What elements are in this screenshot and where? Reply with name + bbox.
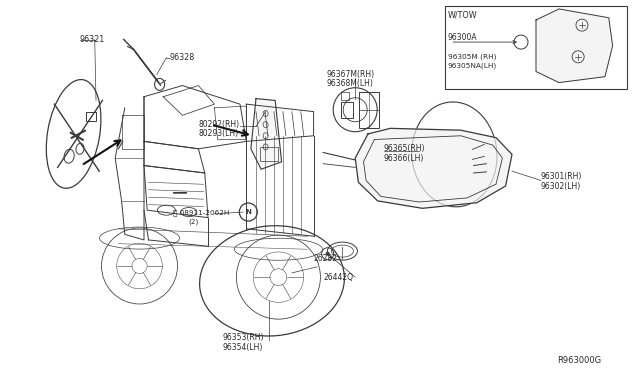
Text: N: N bbox=[245, 209, 252, 215]
Text: 96328: 96328 bbox=[170, 53, 195, 62]
Text: 96300A: 96300A bbox=[448, 33, 477, 42]
Text: 96305NA(LH): 96305NA(LH) bbox=[448, 62, 497, 69]
Circle shape bbox=[326, 252, 330, 256]
Text: 96353(RH): 96353(RH) bbox=[223, 333, 264, 342]
Text: 26442Q: 26442Q bbox=[323, 273, 353, 282]
Bar bbox=[359, 92, 380, 128]
Text: 96367M(RH): 96367M(RH) bbox=[326, 70, 374, 79]
Text: 96354(LH): 96354(LH) bbox=[223, 343, 263, 352]
Text: 80292(RH): 80292(RH) bbox=[198, 120, 239, 129]
Text: 96305M (RH): 96305M (RH) bbox=[448, 53, 497, 60]
Bar bbox=[341, 92, 349, 100]
Text: 96368M(LH): 96368M(LH) bbox=[326, 79, 373, 88]
Text: R963000G: R963000G bbox=[557, 356, 601, 365]
Bar bbox=[86, 112, 95, 121]
Text: 96366(LH): 96366(LH) bbox=[384, 154, 424, 163]
Text: 96301(RH): 96301(RH) bbox=[541, 172, 582, 181]
Polygon shape bbox=[355, 128, 512, 208]
Text: 80293(LH): 80293(LH) bbox=[198, 129, 239, 138]
Polygon shape bbox=[536, 9, 612, 83]
Text: Ⓝ 08911-2062H: Ⓝ 08911-2062H bbox=[173, 209, 229, 216]
Text: 26282: 26282 bbox=[314, 254, 337, 263]
Bar bbox=[341, 102, 353, 118]
Text: 96302(LH): 96302(LH) bbox=[541, 182, 581, 190]
Text: 96321: 96321 bbox=[80, 35, 105, 44]
Text: (2): (2) bbox=[189, 219, 199, 225]
Bar bbox=[260, 147, 278, 161]
Text: 96365(RH): 96365(RH) bbox=[384, 144, 426, 153]
Bar bbox=[445, 6, 627, 89]
Polygon shape bbox=[251, 99, 282, 169]
Text: W/TOW: W/TOW bbox=[448, 10, 477, 19]
